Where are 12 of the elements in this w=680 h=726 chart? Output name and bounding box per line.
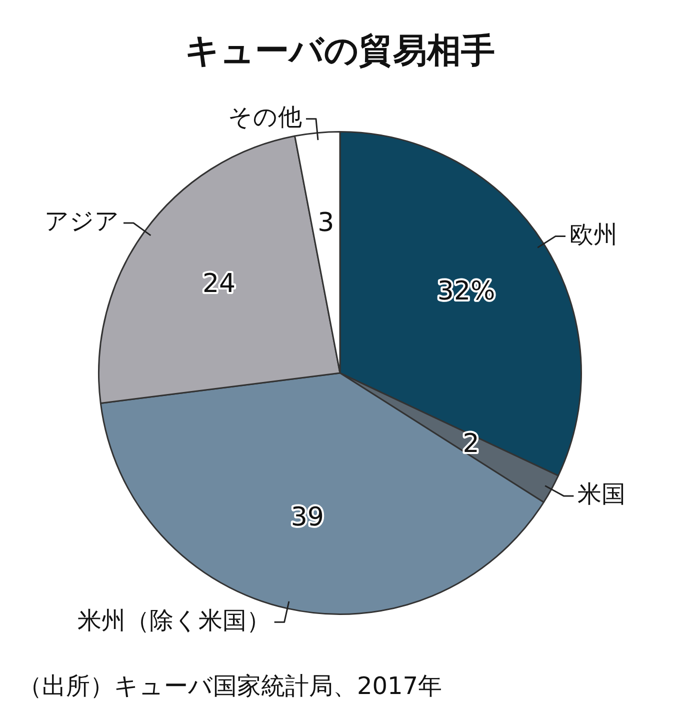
data-label: 32% <box>437 276 496 307</box>
text: （出所）キューバ国家統計局、2017年 <box>18 672 442 700</box>
slice-label: 米州（除く米国） <box>77 606 270 634</box>
data-label: 2 <box>462 428 480 459</box>
slice-label: アジア <box>44 207 120 236</box>
data-label: 24 <box>202 268 236 299</box>
slice-label: その他 <box>228 103 302 132</box>
slice-label: 米国 <box>578 480 626 508</box>
chart-title: キューバの貿易相手 <box>185 30 495 71</box>
data-label: 39 <box>290 502 324 533</box>
slice-label: 欧州 <box>570 220 618 248</box>
data-label: 3 <box>318 208 334 238</box>
